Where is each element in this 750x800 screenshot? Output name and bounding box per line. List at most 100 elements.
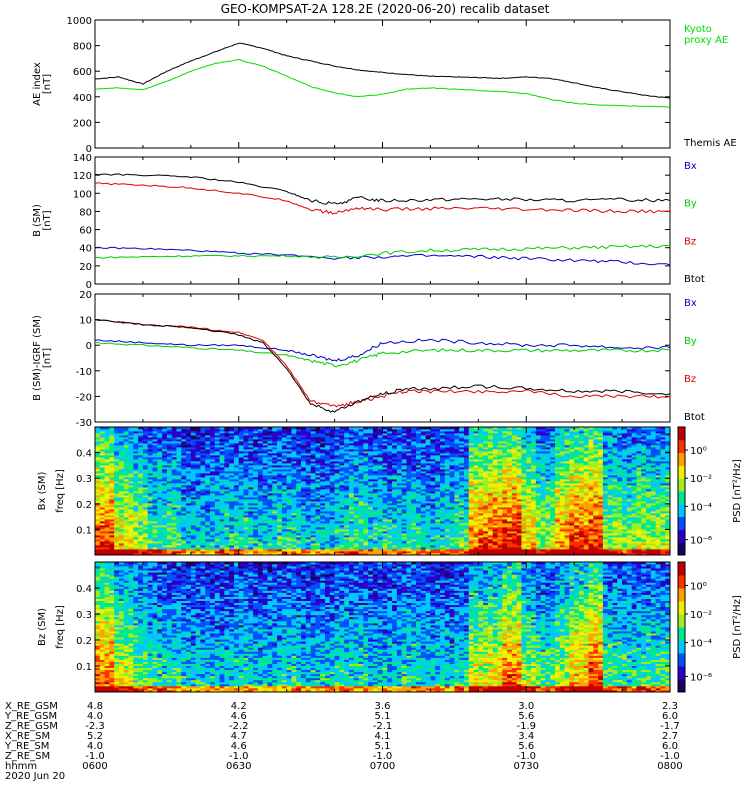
heatmap-cell <box>272 481 278 484</box>
heatmap-cell <box>224 515 230 518</box>
heatmap-cell <box>152 475 158 478</box>
heatmap-cell <box>190 503 197 506</box>
heatmap-cell <box>162 469 168 472</box>
y-axis-label-line: [nT] <box>42 74 53 94</box>
heatmap-cell <box>138 483 144 486</box>
heatmap-cell <box>233 439 240 442</box>
heatmap-cell <box>128 485 134 488</box>
heatmap-cell <box>162 459 168 462</box>
heatmap-cell <box>301 467 307 470</box>
heatmap-cell <box>200 511 206 514</box>
heatmap-cell <box>157 549 163 552</box>
heatmap-cell <box>205 505 211 508</box>
heatmap-cell <box>267 469 273 472</box>
heatmap-cell <box>166 523 173 526</box>
heatmap-cell <box>99 539 105 542</box>
heatmap-cell <box>166 471 173 474</box>
heatmap-cell <box>238 535 244 538</box>
heatmap-cell <box>310 485 316 488</box>
heatmap-cell <box>166 431 173 434</box>
heatmap-cell <box>128 537 134 540</box>
heatmap-cell <box>162 529 168 532</box>
heatmap-cell <box>95 439 101 442</box>
heatmap-cell <box>176 525 182 528</box>
heatmap-cell <box>123 535 129 538</box>
heatmap-cell <box>157 519 163 522</box>
heatmap-cell <box>138 431 144 434</box>
heatmap-cell <box>138 545 144 548</box>
heatmap-cell <box>176 547 182 550</box>
heatmap-cell <box>104 507 110 510</box>
heatmap-cell <box>257 483 264 486</box>
heatmap-cell <box>152 531 158 534</box>
heatmap-cell <box>138 529 144 532</box>
heatmap-cell <box>181 539 187 542</box>
heatmap-cell <box>186 535 192 538</box>
heatmap-cell <box>229 489 235 492</box>
heatmap-cell <box>190 451 197 454</box>
heatmap-cell <box>310 439 316 442</box>
heatmap-cell <box>233 489 240 492</box>
heatmap-cell <box>281 479 288 482</box>
heatmap-cell <box>200 441 206 444</box>
heatmap-cell <box>162 447 168 450</box>
heatmap-cell <box>233 501 240 504</box>
heatmap-cell <box>257 541 264 544</box>
y-tick-label: 120 <box>73 171 92 182</box>
heatmap-cell <box>181 471 187 474</box>
heatmap-cell <box>195 459 201 462</box>
heatmap-cell <box>262 497 268 500</box>
heatmap-cell <box>205 473 211 476</box>
heatmap-cell <box>123 429 129 432</box>
heatmap-cell <box>138 497 144 500</box>
heatmap-cell <box>162 495 168 498</box>
heatmap-cell <box>224 551 230 554</box>
heatmap-cell <box>123 437 129 440</box>
heatmap-cell <box>147 455 153 458</box>
heatmap-cell <box>190 481 197 484</box>
heatmap-cell <box>272 485 278 488</box>
heatmap-cell <box>205 445 211 448</box>
heatmap-cell <box>176 445 182 448</box>
heatmap-cell <box>166 529 173 532</box>
heatmap-cell <box>272 483 278 486</box>
heatmap-cell <box>272 447 278 450</box>
heatmap-cell <box>296 481 302 484</box>
heatmap-cell <box>315 467 321 470</box>
heatmap-cell <box>123 459 129 462</box>
heatmap-cell <box>128 553 134 556</box>
heatmap-cell <box>257 457 264 460</box>
heatmap-cell <box>253 445 259 448</box>
heatmap-cell <box>229 539 235 542</box>
heatmap-cell <box>195 543 201 546</box>
heatmap-cell <box>128 529 134 532</box>
heatmap-cell <box>123 475 129 478</box>
series-line-kyoto-proxy-ae <box>95 58 671 108</box>
heatmap-cell <box>118 477 125 480</box>
heatmap-cell <box>109 501 115 504</box>
heatmap-cell <box>205 453 211 456</box>
heatmap-cell <box>277 495 283 498</box>
heatmap-cell <box>157 429 163 432</box>
heatmap-cell <box>233 499 240 502</box>
heatmap-cell <box>267 523 273 526</box>
heatmap-cell <box>229 465 235 468</box>
heatmap-cell <box>262 463 268 466</box>
heatmap-cell <box>133 473 139 476</box>
heatmap-cell <box>267 509 273 512</box>
heatmap-cell <box>147 495 153 498</box>
heatmap-cell <box>205 459 211 462</box>
heatmap-cell <box>262 437 268 440</box>
heatmap-cell <box>210 463 216 466</box>
heatmap-cell <box>95 545 101 548</box>
heatmap-cell <box>195 431 201 434</box>
heatmap-cell <box>162 543 168 546</box>
heatmap-cell <box>181 519 187 522</box>
heatmap-cell <box>238 471 244 474</box>
heatmap-cell <box>114 545 120 548</box>
heatmap-cell <box>243 471 249 474</box>
heatmap-cell <box>310 513 316 516</box>
heatmap-cell <box>233 445 240 448</box>
heatmap-cell <box>305 543 312 546</box>
heatmap-cell <box>133 457 139 460</box>
